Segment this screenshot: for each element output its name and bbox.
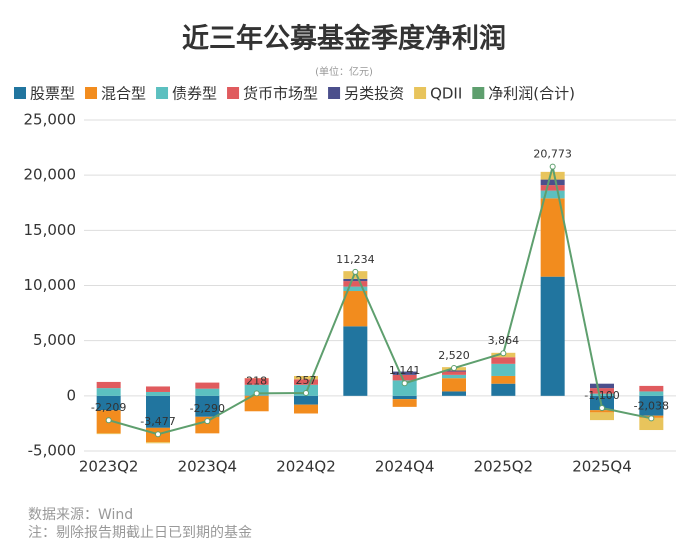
data-label: 3,864 [488,334,520,347]
bar-segment [639,386,663,392]
legend-swatch [85,87,97,99]
bar-segment [393,399,417,407]
data-label: 2,520 [438,349,470,362]
bar-segment [442,375,466,378]
net-profit-line [109,167,652,435]
line-point [106,418,111,423]
line-point [649,416,654,421]
bar-segment [491,357,515,364]
bar-segment [146,442,170,443]
data-label: 1,141 [389,364,421,377]
legend-label: QDII [430,85,462,103]
line-point [304,390,309,395]
chart-title: 近三年公募基金季度净利润 [182,23,506,55]
x-tick-label: 2025Q2 [474,458,534,476]
line-point [501,351,506,356]
bar-segment [541,185,565,191]
data-label: -2,290 [190,402,225,415]
bar-segment [343,281,367,287]
data-label: 20,773 [533,148,572,161]
bar-segment [541,172,565,180]
bar-segment [442,378,466,391]
line-point [452,366,457,371]
bar-segment [491,384,515,396]
bar-segment [590,384,614,388]
bar-segment [146,386,170,392]
bar-segment [541,277,565,396]
x-tick-label: 2025Q4 [572,458,632,476]
y-tick-label: 25,000 [24,111,77,129]
data-label: 218 [246,374,267,387]
legend-label: 货币市场型 [243,85,318,103]
bar-segment [343,279,367,281]
legend-label: 另类投资 [344,85,404,103]
y-tick-label: 15,000 [24,221,77,239]
legend-swatch [14,87,26,99]
y-tick-label: 10,000 [24,276,77,294]
bar-segment [97,382,121,388]
bar-segment [146,392,170,396]
legend-label: 股票型 [30,85,75,103]
legend-swatch [227,87,239,99]
legend-swatch [328,87,340,99]
chart-subtitle: (单位：亿元) [315,65,373,78]
line-point [353,269,358,274]
legend-label: 债券型 [172,85,217,103]
bar-segment [590,412,614,420]
y-tick-label: 0 [66,386,76,404]
bar-segment [393,396,417,399]
bar-segment [294,405,318,414]
data-label: -2,038 [634,399,669,412]
y-tick-label: -5,000 [28,442,76,460]
bar-segment [639,391,663,395]
y-tick-label: 20,000 [24,166,77,184]
bar-segment [442,372,466,375]
bar-segment [343,291,367,326]
legend-swatch [414,87,426,99]
bar-segment [97,388,121,396]
bar-segment [195,389,219,396]
legend-label: 净利润(合计) [488,85,575,103]
legend-swatch [156,87,168,99]
x-tick-label: 2024Q2 [276,458,336,476]
y-tick-label: 5,000 [33,331,76,349]
line-point [156,432,161,437]
legend-label: 混合型 [101,85,146,103]
data-label: -2,209 [91,401,126,414]
legend-swatch [472,87,484,99]
line-point [254,391,259,396]
line-point [600,405,605,410]
x-tick-label: 2023Q4 [178,458,238,476]
x-tick-label: 2023Q2 [79,458,139,476]
source-note: 数据来源：Wind [28,507,133,523]
data-label: -1,100 [584,389,619,402]
x-tick-label: 2024Q4 [375,458,435,476]
bar-segment [294,396,318,405]
line-point [205,419,210,424]
data-label: -3,477 [140,415,175,428]
bar-segment [442,391,466,395]
data-label: 11,234 [336,253,375,266]
footnote: 注：剔除报告期截止日已到期的基金 [28,524,252,541]
bar-segment [491,376,515,384]
line-point [402,381,407,386]
bar-segment [491,364,515,376]
data-label: 257 [296,374,317,387]
bar-segment [343,326,367,396]
line-point [550,164,555,169]
bar-segment [97,433,121,434]
bar-segment [195,383,219,389]
bar-segment [541,180,565,186]
